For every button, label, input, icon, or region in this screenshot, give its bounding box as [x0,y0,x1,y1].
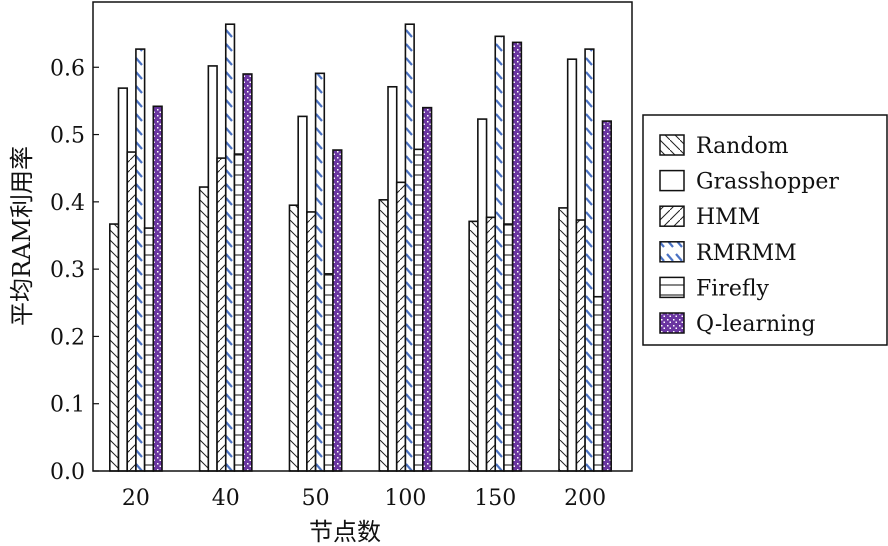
x-axis-label: 节点数 [309,518,381,546]
bar-rmrmm-150 [494,35,505,472]
bar-grasshopper-20 [117,87,129,472]
bar-rmrmm-40 [224,23,236,472]
legend-label: Grasshopper [696,170,839,195]
y-tick-label: 0.4 [50,191,85,216]
bar-q-learning-100 [422,106,433,472]
y-tick-label: 0.1 [50,393,85,418]
bar-grasshopper-150 [477,118,488,472]
legend-label: Q-learning [696,312,815,337]
y-tick-label: 0.3 [50,258,85,283]
bar-hmm-100 [395,181,407,472]
bar-q-learning-20 [152,105,163,472]
bar-random-150 [468,220,479,472]
bar-hmm-40 [216,157,227,472]
bar-rmrmm-20 [135,48,146,472]
bar-random-100 [378,199,389,472]
x-tick-label: 150 [474,486,516,511]
bar-hmm-200 [575,219,586,472]
bar-firefly-50 [323,273,334,472]
bar-firefly-100 [413,148,424,472]
y-tick-label: 0.0 [50,460,85,485]
y-axis-label: 平均RAM利用率 [8,146,36,326]
bar-hmm-20 [126,151,137,472]
bar-grasshopper-200 [566,58,578,472]
bar-q-learning-50 [332,149,343,472]
legend-swatch-q-learning [659,312,685,334]
legend-swatch-grasshopper [659,169,685,192]
legend-label: Random [696,134,789,159]
bar-grasshopper-100 [387,85,398,472]
x-tick-label: 20 [122,486,150,511]
legend-label: HMM [696,205,760,230]
legend-swatch-rmrmm [659,241,685,263]
legend-swatch-hmm [659,205,685,227]
bar-q-learning-200 [601,120,612,472]
bar-rmrmm-100 [404,23,415,472]
x-tick-label: 200 [564,486,606,511]
legend-swatch-firefly [659,276,685,299]
bar-grasshopper-50 [297,115,308,472]
y-tick-label: 0.5 [50,124,85,149]
bar-random-40 [198,186,210,472]
legend: Random Grasshopper HMM RMRMM Firefly Q-learni… [642,114,888,346]
legend-label: RMRMM [696,241,797,266]
bar-firefly-200 [592,295,604,472]
x-tick-label: 100 [384,486,426,511]
bar-firefly-40 [233,153,244,472]
bar-random-20 [109,223,120,472]
bar-firefly-150 [503,223,514,472]
bar-q-learning-40 [242,73,253,472]
bar-rmrmm-200 [584,48,595,472]
bar-hmm-150 [485,216,497,472]
bar-q-learning-150 [511,41,523,472]
bar-firefly-20 [143,227,155,472]
bar-grasshopper-40 [207,65,218,472]
y-tick-label: 0.6 [50,56,85,81]
x-tick-label: 50 [302,486,330,511]
bar-hmm-50 [306,211,317,472]
x-tick-label: 40 [212,486,240,511]
plot-frame [92,1,633,472]
legend-label: Firefly [696,276,770,301]
bar-random-200 [558,207,569,472]
legend-swatch-random [659,134,685,156]
bar-rmrmm-50 [314,72,326,472]
bar-random-50 [288,204,299,472]
y-tick-label: 0.2 [50,325,85,350]
